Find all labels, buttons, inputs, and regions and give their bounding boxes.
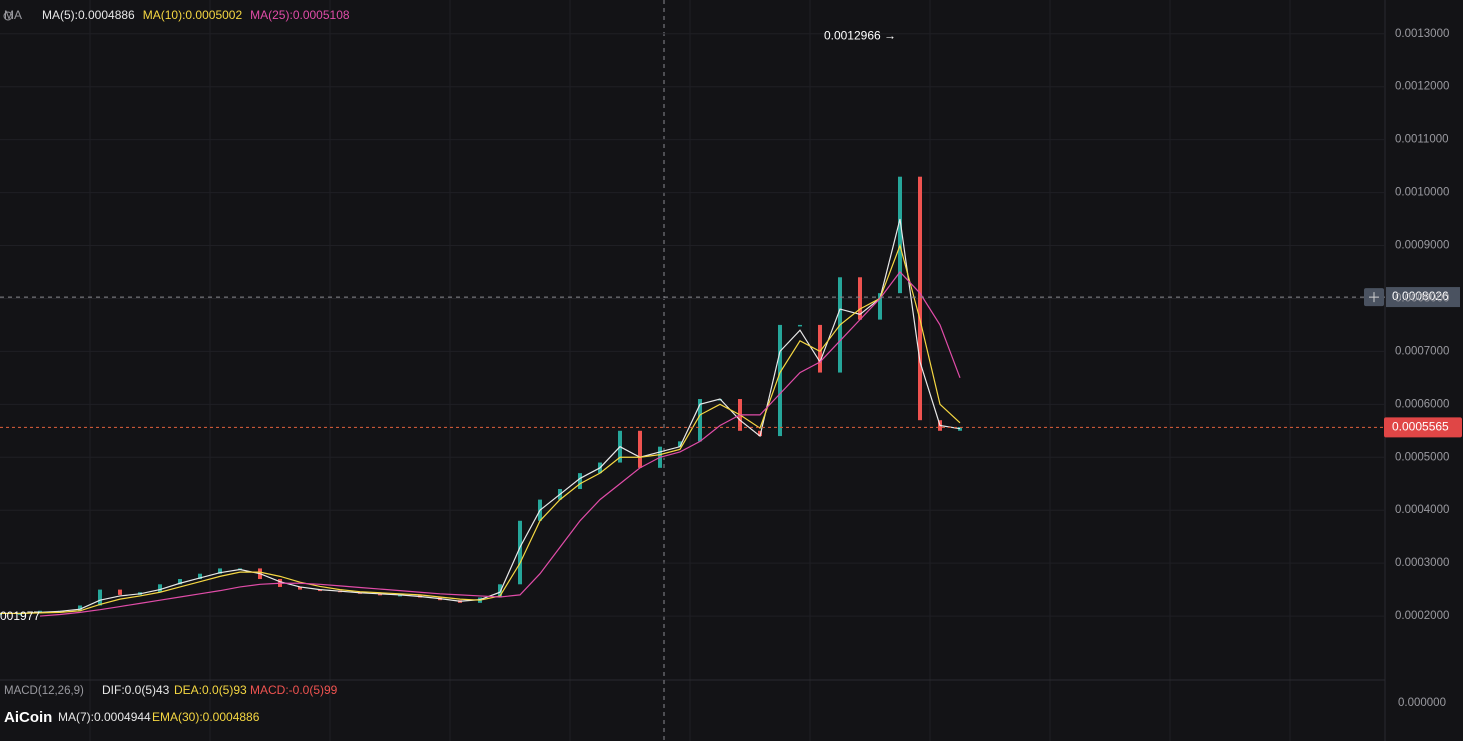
price-bar [878,293,882,320]
y-tick-label: 0.0004000 [1395,504,1449,516]
price-bar [158,584,162,593]
price-bar [818,324,822,373]
y-tick-label: 0.0006000 [1395,398,1449,410]
low-marker: 001977 [0,609,40,623]
crosshair-label-box [1386,287,1460,308]
y-tick-label: 0.0013000 [1395,28,1449,40]
y-tick-label: 0.0010000 [1395,187,1449,199]
price-bar [698,399,702,442]
legend-icon [3,11,13,21]
macd-dif: DIF:0.0(5)43 [102,683,170,697]
macd-value: MACD:-0.0(5)99 [250,683,338,697]
legend-entry: MA(25):0.0005108 [250,8,350,22]
price-bar [958,427,962,431]
price-bar [578,473,582,490]
macd-zero-label: 0.000000 [1398,697,1446,709]
macd-title: MACD(12,26,9) [4,685,84,697]
footer-ma7: MA(7):0.0004944 [58,710,151,724]
price-bar [858,277,862,320]
legend-entry: MA(10):0.0005002 [143,8,243,22]
high-marker: 0.0012966 → [824,29,896,43]
price-bar [0,613,2,615]
overlay: 0.0012966 → 001977 0.0008026 0.0005565 [0,29,1462,623]
price-bar [78,605,82,611]
plus-icon [1369,292,1379,303]
vertical-grid [89,0,1291,741]
last-price-box [1384,417,1462,438]
price-bar [18,613,22,615]
price-bar [198,573,202,580]
price-bar [218,568,222,574]
price-bar [398,594,402,597]
price-bar [898,176,902,294]
legend-entry: MA(5):0.0004886 [42,8,135,22]
y-tick-label: 0.0002000 [1395,610,1449,622]
crosshair-label: 0.0008026 [1392,289,1449,303]
price-bar [98,589,102,606]
macd-dea: DEA:0.0(5)93 [174,683,247,697]
ma-line [0,243,961,615]
price-bar [178,579,182,585]
price-bar [318,589,322,592]
plot [0,176,962,617]
y-tick-label: 0.0011000 [1395,134,1449,146]
ma-line [39,271,961,617]
price-bar [118,589,122,595]
price-bar [778,324,782,437]
y-tick-label: 0.0007000 [1395,345,1449,357]
grid [0,33,1385,617]
price-bar [638,430,642,468]
price-bar [678,441,682,447]
price-bar [378,593,382,596]
y-tick-label: 0.0009000 [1395,240,1449,252]
price-bar [758,430,762,437]
price-bar [918,176,922,421]
price-bar [298,586,302,590]
y-tick-label: 0.0003000 [1395,557,1449,569]
y-tick-label: 0.0012000 [1395,81,1449,93]
price-bar [798,324,802,327]
y-tick-label: 0.0005000 [1395,451,1449,463]
last-price-label: 0.0005565 [1392,420,1449,434]
brand: AiCoin [4,709,52,726]
legend: MA(5):0.0004886 MA(10):0.0005002 MA(25):0.… [3,8,350,22]
y-tick-label: 0.0008000 [1395,292,1449,304]
price-bar [518,520,522,585]
footer-ema30: EMA(30):0.0004886 [152,710,260,724]
